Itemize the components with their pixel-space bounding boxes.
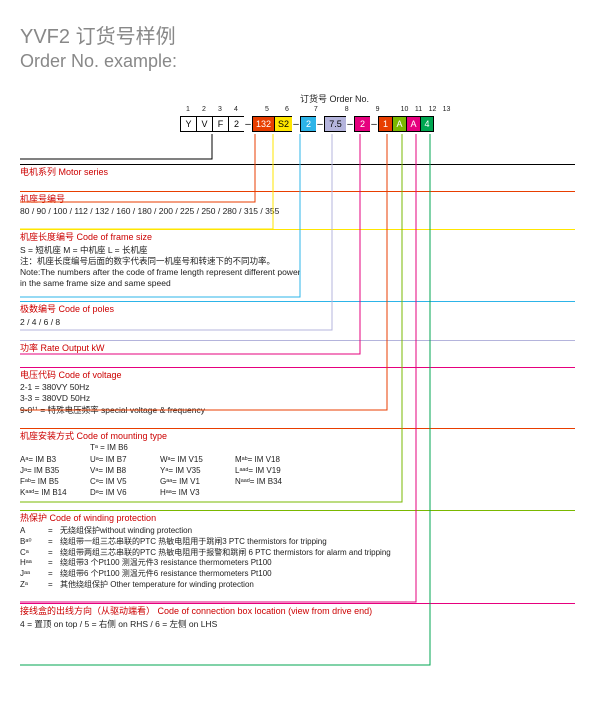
sec-title: 极数编号 Code of poles: [20, 304, 575, 316]
sec-title: 机座长度编号 Code of frame size: [20, 232, 575, 244]
order-cell: V: [196, 116, 212, 132]
winding-rows: A=无绕组保护without winding protectionBᵃ⁰=绕组带…: [20, 526, 575, 591]
section-voltage: 电压代码 Code of voltage 2-1 = 380VY 50Hz 3-…: [20, 367, 575, 416]
section-output: 功率 Rate Output kW: [20, 340, 575, 355]
order-cell: 7.5: [324, 116, 346, 132]
sec-body: 80 / 90 / 100 / 112 / 132 / 160 / 180 / …: [20, 206, 575, 217]
sec-title: 机座安装方式 Code of mounting type: [20, 431, 575, 443]
section-motor-series: 电机系列 Motor series: [20, 164, 575, 179]
order-cell: A: [406, 116, 420, 132]
section-mounting: 机座安装方式 Code of mounting type Tᵃ = IM B6 …: [20, 428, 575, 499]
section-connbox: 接线盒的出线方向（从驱动端看） Code of connection box l…: [20, 603, 575, 630]
sec-title: 电机系列 Motor series: [20, 167, 575, 179]
sec-title: 机座号编号: [20, 194, 575, 206]
sec-title: 接线盒的出线方向（从驱动端看） Code of connection box l…: [20, 606, 575, 618]
order-cell: F: [212, 116, 228, 132]
mounting-grid: Aᵃ= IM B3Uᵃ= IM B7Wᵃ= IM V15Mᵃᵇ= IM V18J…: [20, 454, 575, 499]
title-cn: YVF2 订货号样例: [20, 20, 575, 49]
position-numbers: 1234 56 7 8 9 10111213: [180, 106, 454, 113]
order-cell: 2: [228, 116, 244, 132]
title-en: Order No. example:: [20, 51, 575, 72]
sec-title: 电压代码 Code of voltage: [20, 370, 575, 382]
section-frame-no: 机座号编号 80 / 90 / 100 / 112 / 132 / 160 / …: [20, 191, 575, 218]
order-cell: 132: [252, 116, 274, 132]
order-cell: A: [392, 116, 406, 132]
order-cell: 2: [300, 116, 316, 132]
order-cell: 1: [378, 116, 392, 132]
order-cell: 2: [354, 116, 370, 132]
box-row: YVF2–132S2–2–7.5–2–1AA4: [180, 116, 434, 132]
order-label: 订货号 Order No.: [300, 92, 369, 105]
section-frame-size: 机座长度编号 Code of frame size S = 短机座 M = 中机…: [20, 229, 575, 289]
order-cell: 4: [420, 116, 434, 132]
order-cell: Y: [180, 116, 196, 132]
sec-title: 热保护 Code of winding protection: [20, 513, 575, 525]
sec-title: 功率 Rate Output kW: [20, 343, 575, 355]
section-poles: 极数编号 Code of poles 2 / 4 / 6 / 8: [20, 301, 575, 328]
order-diagram: 订货号 Order No. 1234 56 7 8 9 10111213 YVF…: [180, 92, 575, 152]
section-winding: 热保护 Code of winding protection A=无绕组保护wi…: [20, 510, 575, 590]
order-cell: S2: [274, 116, 292, 132]
